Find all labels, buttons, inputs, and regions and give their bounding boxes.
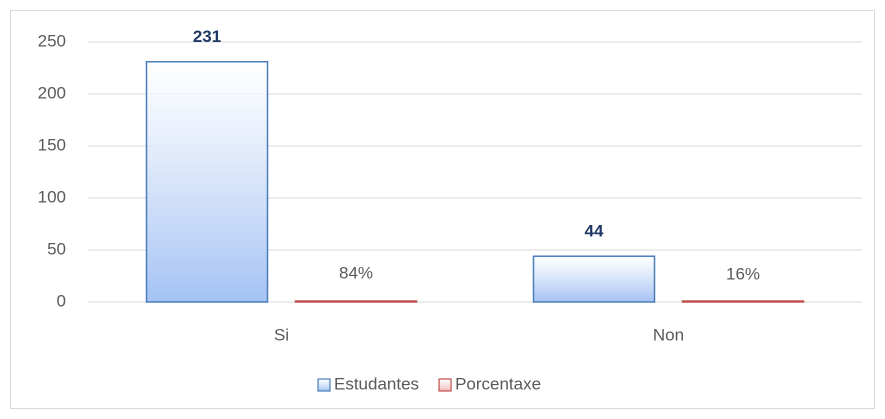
y-tick-label: 0 xyxy=(57,291,66,310)
bar xyxy=(532,255,656,303)
x-tick-label: Si xyxy=(274,325,289,344)
data-label: 44 xyxy=(585,222,604,241)
chart-border xyxy=(10,10,875,409)
y-tick-label: 250 xyxy=(38,31,66,50)
data-label: 84% xyxy=(339,264,373,283)
legend-label: Estudantes xyxy=(334,374,419,393)
legend-swatch xyxy=(438,378,452,392)
bar xyxy=(681,300,805,303)
legend-label: Porcentaxe xyxy=(455,374,541,393)
legend-swatch xyxy=(317,378,331,392)
y-tick-label: 100 xyxy=(38,187,66,206)
y-tick-label: 50 xyxy=(47,239,66,258)
bar xyxy=(145,61,269,303)
y-tick-label: 150 xyxy=(38,135,66,154)
data-label: 231 xyxy=(193,27,221,46)
data-label: 16% xyxy=(726,264,760,283)
y-tick-label: 200 xyxy=(38,83,66,102)
x-tick-label: Non xyxy=(653,325,684,344)
bar xyxy=(294,300,418,303)
